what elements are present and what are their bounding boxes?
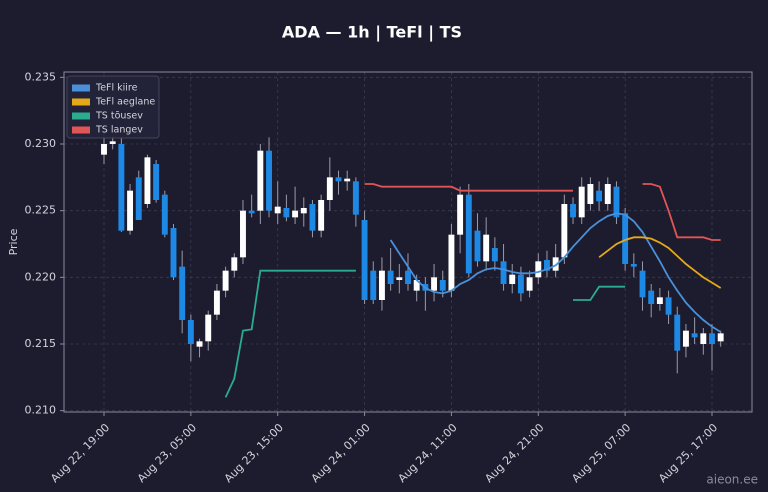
candle-body bbox=[274, 206, 281, 214]
candle-body bbox=[196, 341, 203, 347]
candle-body bbox=[439, 280, 446, 291]
legend-swatch bbox=[72, 112, 90, 120]
candle-body bbox=[700, 333, 707, 344]
candle-body bbox=[179, 266, 186, 320]
candle-body bbox=[213, 290, 220, 315]
candle-body bbox=[535, 261, 542, 278]
y-tick-label: 0.220 bbox=[25, 270, 57, 283]
candle-body bbox=[292, 210, 299, 218]
candle-body bbox=[648, 290, 655, 304]
candle-body bbox=[682, 330, 689, 347]
candle-body bbox=[491, 248, 498, 262]
candle-body bbox=[457, 194, 464, 235]
legend-label: TS langev bbox=[95, 125, 143, 136]
marks-layer bbox=[101, 130, 724, 398]
candle-body bbox=[578, 186, 585, 218]
candle-body bbox=[135, 177, 142, 220]
candle-body bbox=[326, 177, 333, 200]
candle-body bbox=[552, 257, 559, 271]
plot-frame bbox=[63, 71, 753, 413]
candle-body bbox=[127, 190, 134, 231]
candle-body bbox=[300, 208, 307, 214]
candle-body bbox=[709, 333, 715, 344]
candle-body bbox=[248, 210, 255, 214]
candle-body bbox=[500, 261, 507, 284]
candle-body bbox=[170, 228, 177, 278]
candle-body bbox=[413, 280, 420, 291]
candle-body bbox=[561, 204, 568, 258]
candle-body bbox=[431, 277, 438, 291]
candle-body bbox=[587, 184, 594, 204]
candle-body bbox=[283, 208, 290, 218]
candle-body bbox=[604, 184, 611, 204]
candle-body bbox=[665, 297, 672, 315]
candle-body bbox=[352, 181, 359, 215]
y-tick-label: 0.235 bbox=[25, 70, 57, 83]
candle-body bbox=[344, 178, 351, 182]
candle-body bbox=[153, 164, 160, 200]
y-axis-label: Price bbox=[7, 228, 20, 255]
legend: TeFl kiire TeFl aeglane TS tõusev TS langev bbox=[66, 75, 160, 139]
candle-body bbox=[613, 186, 620, 218]
candle-body bbox=[378, 270, 385, 300]
candle-body bbox=[361, 220, 368, 300]
candle-body bbox=[622, 213, 629, 264]
legend-label: TeFl kiire bbox=[95, 83, 138, 94]
indicator-line bbox=[598, 236, 722, 289]
candle-body bbox=[717, 333, 724, 342]
candle-body bbox=[257, 150, 264, 211]
candle-body bbox=[231, 257, 238, 271]
candle-body bbox=[335, 177, 342, 182]
candle-body bbox=[109, 141, 116, 144]
candle-body bbox=[266, 150, 272, 211]
candle-body bbox=[118, 144, 125, 231]
indicator-line bbox=[364, 183, 721, 241]
legend-swatch bbox=[72, 126, 90, 134]
y-tick-label: 0.230 bbox=[25, 137, 57, 150]
candle-body bbox=[205, 314, 212, 342]
candle-body bbox=[101, 144, 107, 155]
candle-body bbox=[161, 194, 168, 235]
candle-body bbox=[544, 260, 550, 271]
candle-body bbox=[596, 190, 603, 202]
legend-label: TS tõusev bbox=[95, 111, 143, 122]
y-tick-label: 0.210 bbox=[25, 404, 57, 417]
candle-body bbox=[630, 264, 637, 267]
legend-swatch bbox=[72, 98, 90, 106]
candle-body bbox=[240, 210, 246, 258]
candle-body bbox=[405, 270, 411, 284]
candle-body bbox=[509, 274, 516, 284]
candle-body bbox=[570, 204, 576, 218]
candle-body bbox=[387, 270, 394, 284]
y-tick-label: 0.215 bbox=[25, 337, 57, 350]
candle-body bbox=[187, 320, 194, 344]
y-tick-label: 0.225 bbox=[25, 204, 57, 217]
candle-body bbox=[474, 230, 481, 262]
candle-body bbox=[517, 274, 524, 294]
candle-body bbox=[309, 204, 316, 231]
indicator-line bbox=[389, 212, 722, 333]
indicator-line bbox=[224, 269, 626, 398]
candle-body bbox=[526, 277, 533, 291]
candle-body bbox=[674, 314, 681, 351]
candle-body bbox=[370, 270, 377, 300]
candle-body bbox=[691, 333, 698, 338]
chart-title: ADA — 1h | TeFl | TS bbox=[282, 23, 462, 43]
candle-body bbox=[639, 270, 646, 298]
candle-body bbox=[448, 234, 455, 291]
candle-body bbox=[222, 270, 229, 291]
candle-body bbox=[396, 277, 403, 280]
legend-label: TeFl aeglane bbox=[95, 97, 155, 108]
candle-body bbox=[144, 157, 151, 204]
candle-body bbox=[656, 297, 663, 304]
candle-body bbox=[483, 234, 490, 262]
watermark: aieon.ee bbox=[706, 473, 758, 487]
candle-body bbox=[318, 200, 325, 231]
legend-swatch bbox=[72, 84, 90, 92]
candle-body bbox=[465, 194, 472, 274]
